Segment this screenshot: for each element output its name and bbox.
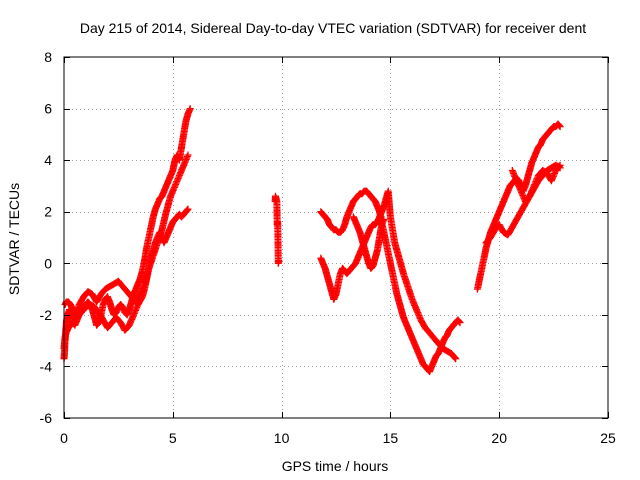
data-point-marker [555,162,563,170]
data-point-marker [182,157,189,165]
y-axis-label: SDTVAR / TECUs [6,183,22,295]
y-tick-label: 2 [44,204,52,220]
y-axis-ticks: -6 -4 -2 0 2 4 6 8 [40,49,608,426]
data-point-marker [556,161,564,169]
x-tick-label: 20 [491,430,507,446]
data-point-marker [167,191,175,199]
data-point-marker [133,304,141,311]
data-point-marker [452,355,460,363]
y-tick-label: 4 [44,152,52,168]
data-point-marker [555,122,563,130]
x-tick-label: 25 [600,430,616,446]
data-point-marker [513,178,521,186]
data-points [60,105,564,376]
data-point-marker [275,257,283,265]
data-point-marker [184,205,192,213]
plot-frame [63,56,609,419]
data-point-marker [556,123,564,131]
x-tick-label: 0 [60,430,68,446]
y-tick-label: -6 [40,410,53,426]
data-point-marker [186,105,194,113]
x-axis-ticks: 0 5 10 15 20 25 [60,57,616,446]
data-point-marker [455,318,463,326]
y-tick-label: -4 [40,358,53,374]
data-point-marker [183,206,191,214]
data-point-marker [380,215,388,223]
y-tick-label: 0 [44,255,52,271]
grid-lines [64,57,608,418]
data-point-marker [456,319,464,327]
x-tick-label: 10 [274,430,290,446]
x-axis-label: GPS time / hours [282,458,389,474]
data-point-marker [130,311,138,319]
chart-title: Day 215 of 2014, Sidereal Day-to-day VTE… [80,20,586,36]
data-point-marker [531,181,539,188]
y-tick-label: 8 [44,49,52,65]
data-point-marker [516,186,524,194]
data-point-marker [451,354,459,362]
y-tick-label: 6 [44,101,52,117]
x-tick-label: 5 [169,430,177,446]
data-point-marker [170,185,178,193]
y-tick-label: -2 [40,307,53,323]
x-tick-label: 15 [383,430,399,446]
data-point-marker [184,151,192,159]
data-point-marker [127,317,135,325]
